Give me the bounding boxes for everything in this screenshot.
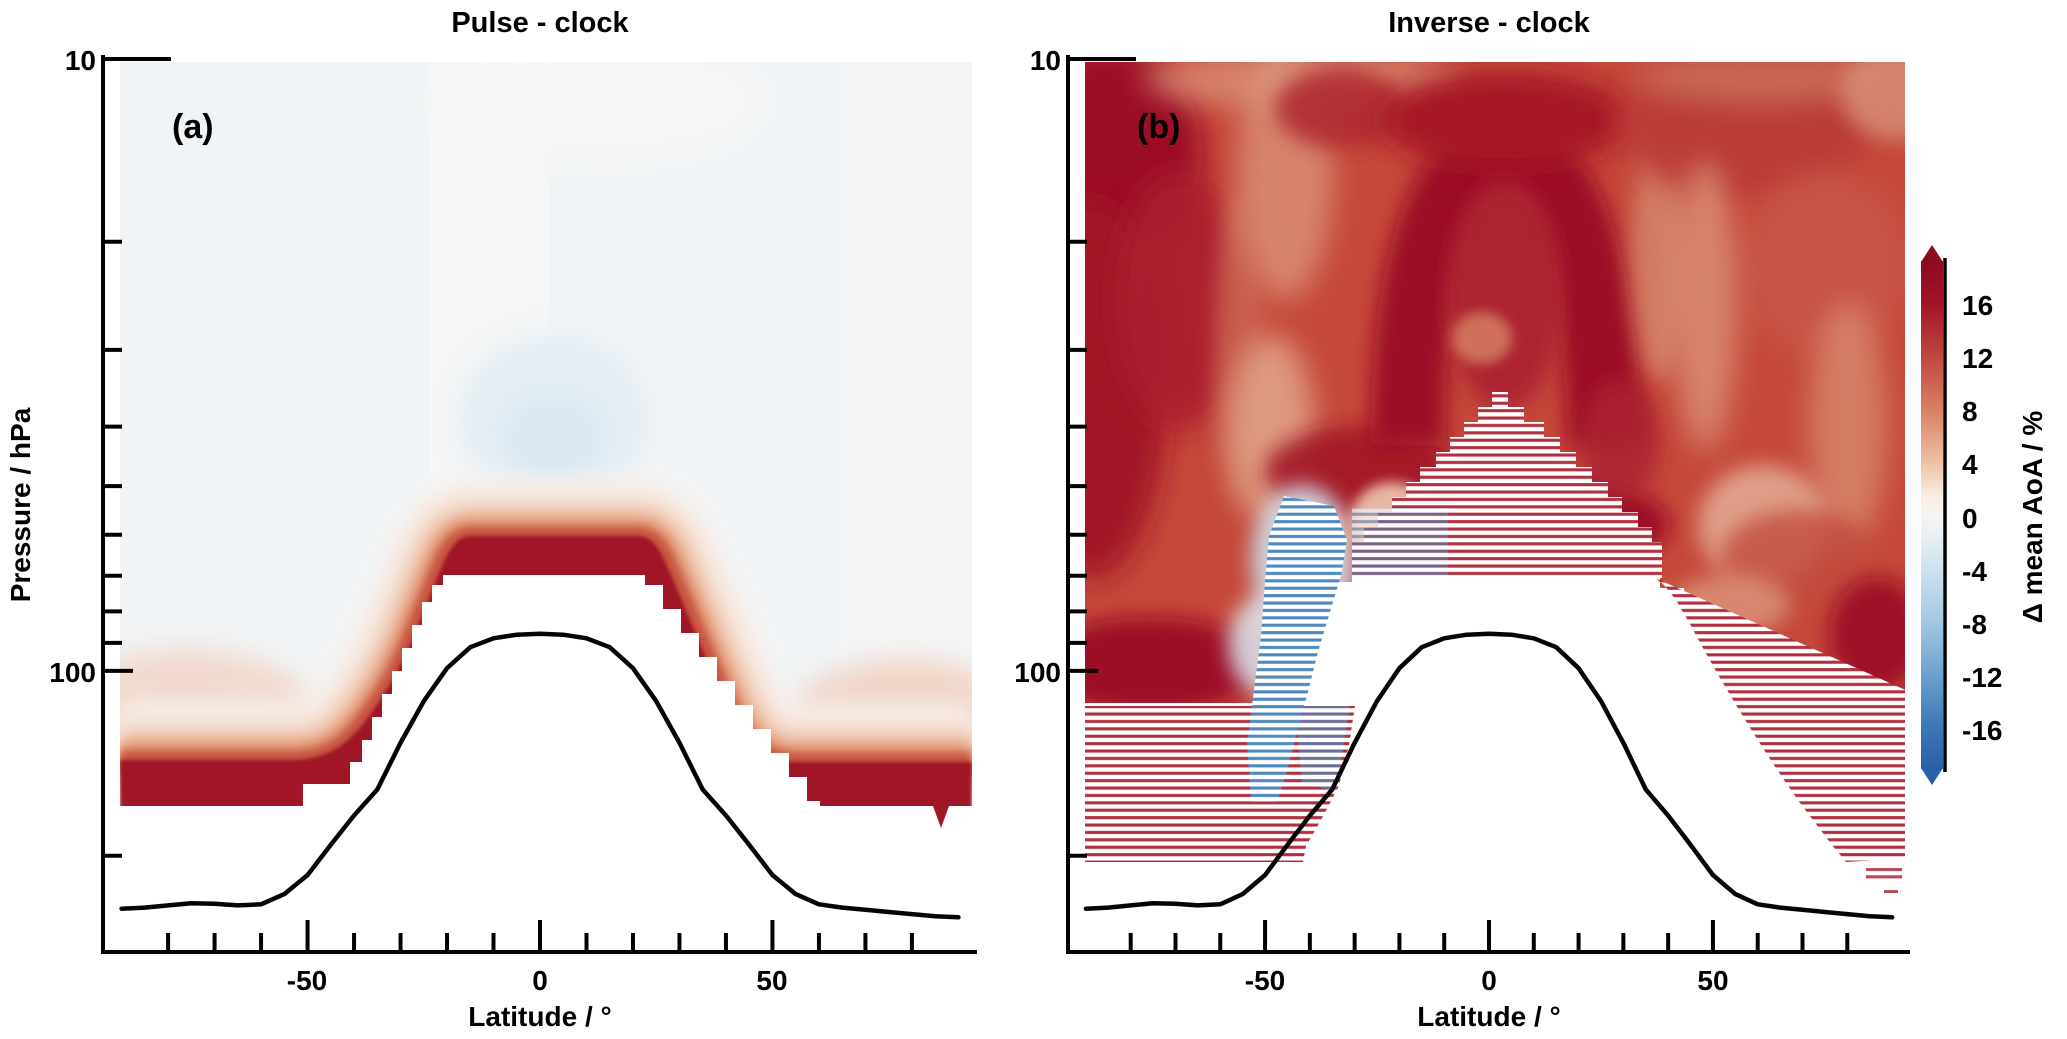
panel-a-xtick-50: 50 — [756, 965, 787, 996]
panel-b-xtick-0: 0 — [1481, 965, 1497, 996]
colorbar-label: Δ mean AoA / % — [2017, 411, 2048, 624]
colorbar-tick-m12: -12 — [1962, 662, 2002, 693]
panel-a-axes — [101, 55, 977, 954]
panel-b-boundary-curve — [1083, 631, 1895, 920]
panel-a-boundary-curve — [119, 631, 961, 920]
panel-b-ytick-100: 100 — [1014, 657, 1061, 688]
panel-a-xtick-m50: -50 — [287, 965, 327, 996]
colorbar-tick-8: 8 — [1962, 396, 1978, 427]
panel-b-blue-hatching — [1247, 496, 1448, 802]
panel-a-ytick-100: 100 — [49, 657, 96, 688]
yaxis-label: Pressure / hPa — [5, 407, 36, 602]
panel-a-xaxis-label: Latitude / ° — [468, 1001, 611, 1032]
panel-a-xtick-0: 0 — [532, 965, 548, 996]
panel-b-xtick-50: 50 — [1697, 965, 1728, 996]
colorbar-tick-m4: -4 — [1962, 556, 1987, 587]
panel-b-xaxis-label: Latitude / ° — [1417, 1001, 1560, 1032]
colorbar-gradient — [1921, 261, 1943, 769]
colorbar — [1921, 245, 1947, 785]
panel-b-title: Inverse - clock — [1388, 7, 1590, 39]
colorbar-arrow-top — [1921, 245, 1943, 262]
colorbar-tick-12: 12 — [1962, 343, 1993, 374]
panel-a-contour-field — [120, 62, 972, 952]
colorbar-arrow-bottom — [1921, 768, 1943, 785]
colorbar-tick-16: 16 — [1962, 290, 1993, 321]
colorbar-tick-m8: -8 — [1962, 609, 1987, 640]
panel-b-contour-field — [1085, 62, 1905, 952]
colorbar-tick-m16: -16 — [1962, 715, 2002, 746]
panel-b-xtick-m50: -50 — [1245, 965, 1285, 996]
colorbar-tick-0: 0 — [1962, 503, 1978, 534]
panel-b-corner-label: (b) — [1137, 108, 1180, 146]
panel-a-corner-label: (a) — [172, 108, 214, 146]
panel-b-axes — [1066, 55, 1910, 954]
colorbar-tick-4: 4 — [1962, 449, 1978, 480]
panel-b-ytick-10: 10 — [1030, 45, 1061, 76]
panel-a-ytick-10: 10 — [65, 45, 96, 76]
panel-a-title: Pulse - clock — [451, 7, 629, 39]
